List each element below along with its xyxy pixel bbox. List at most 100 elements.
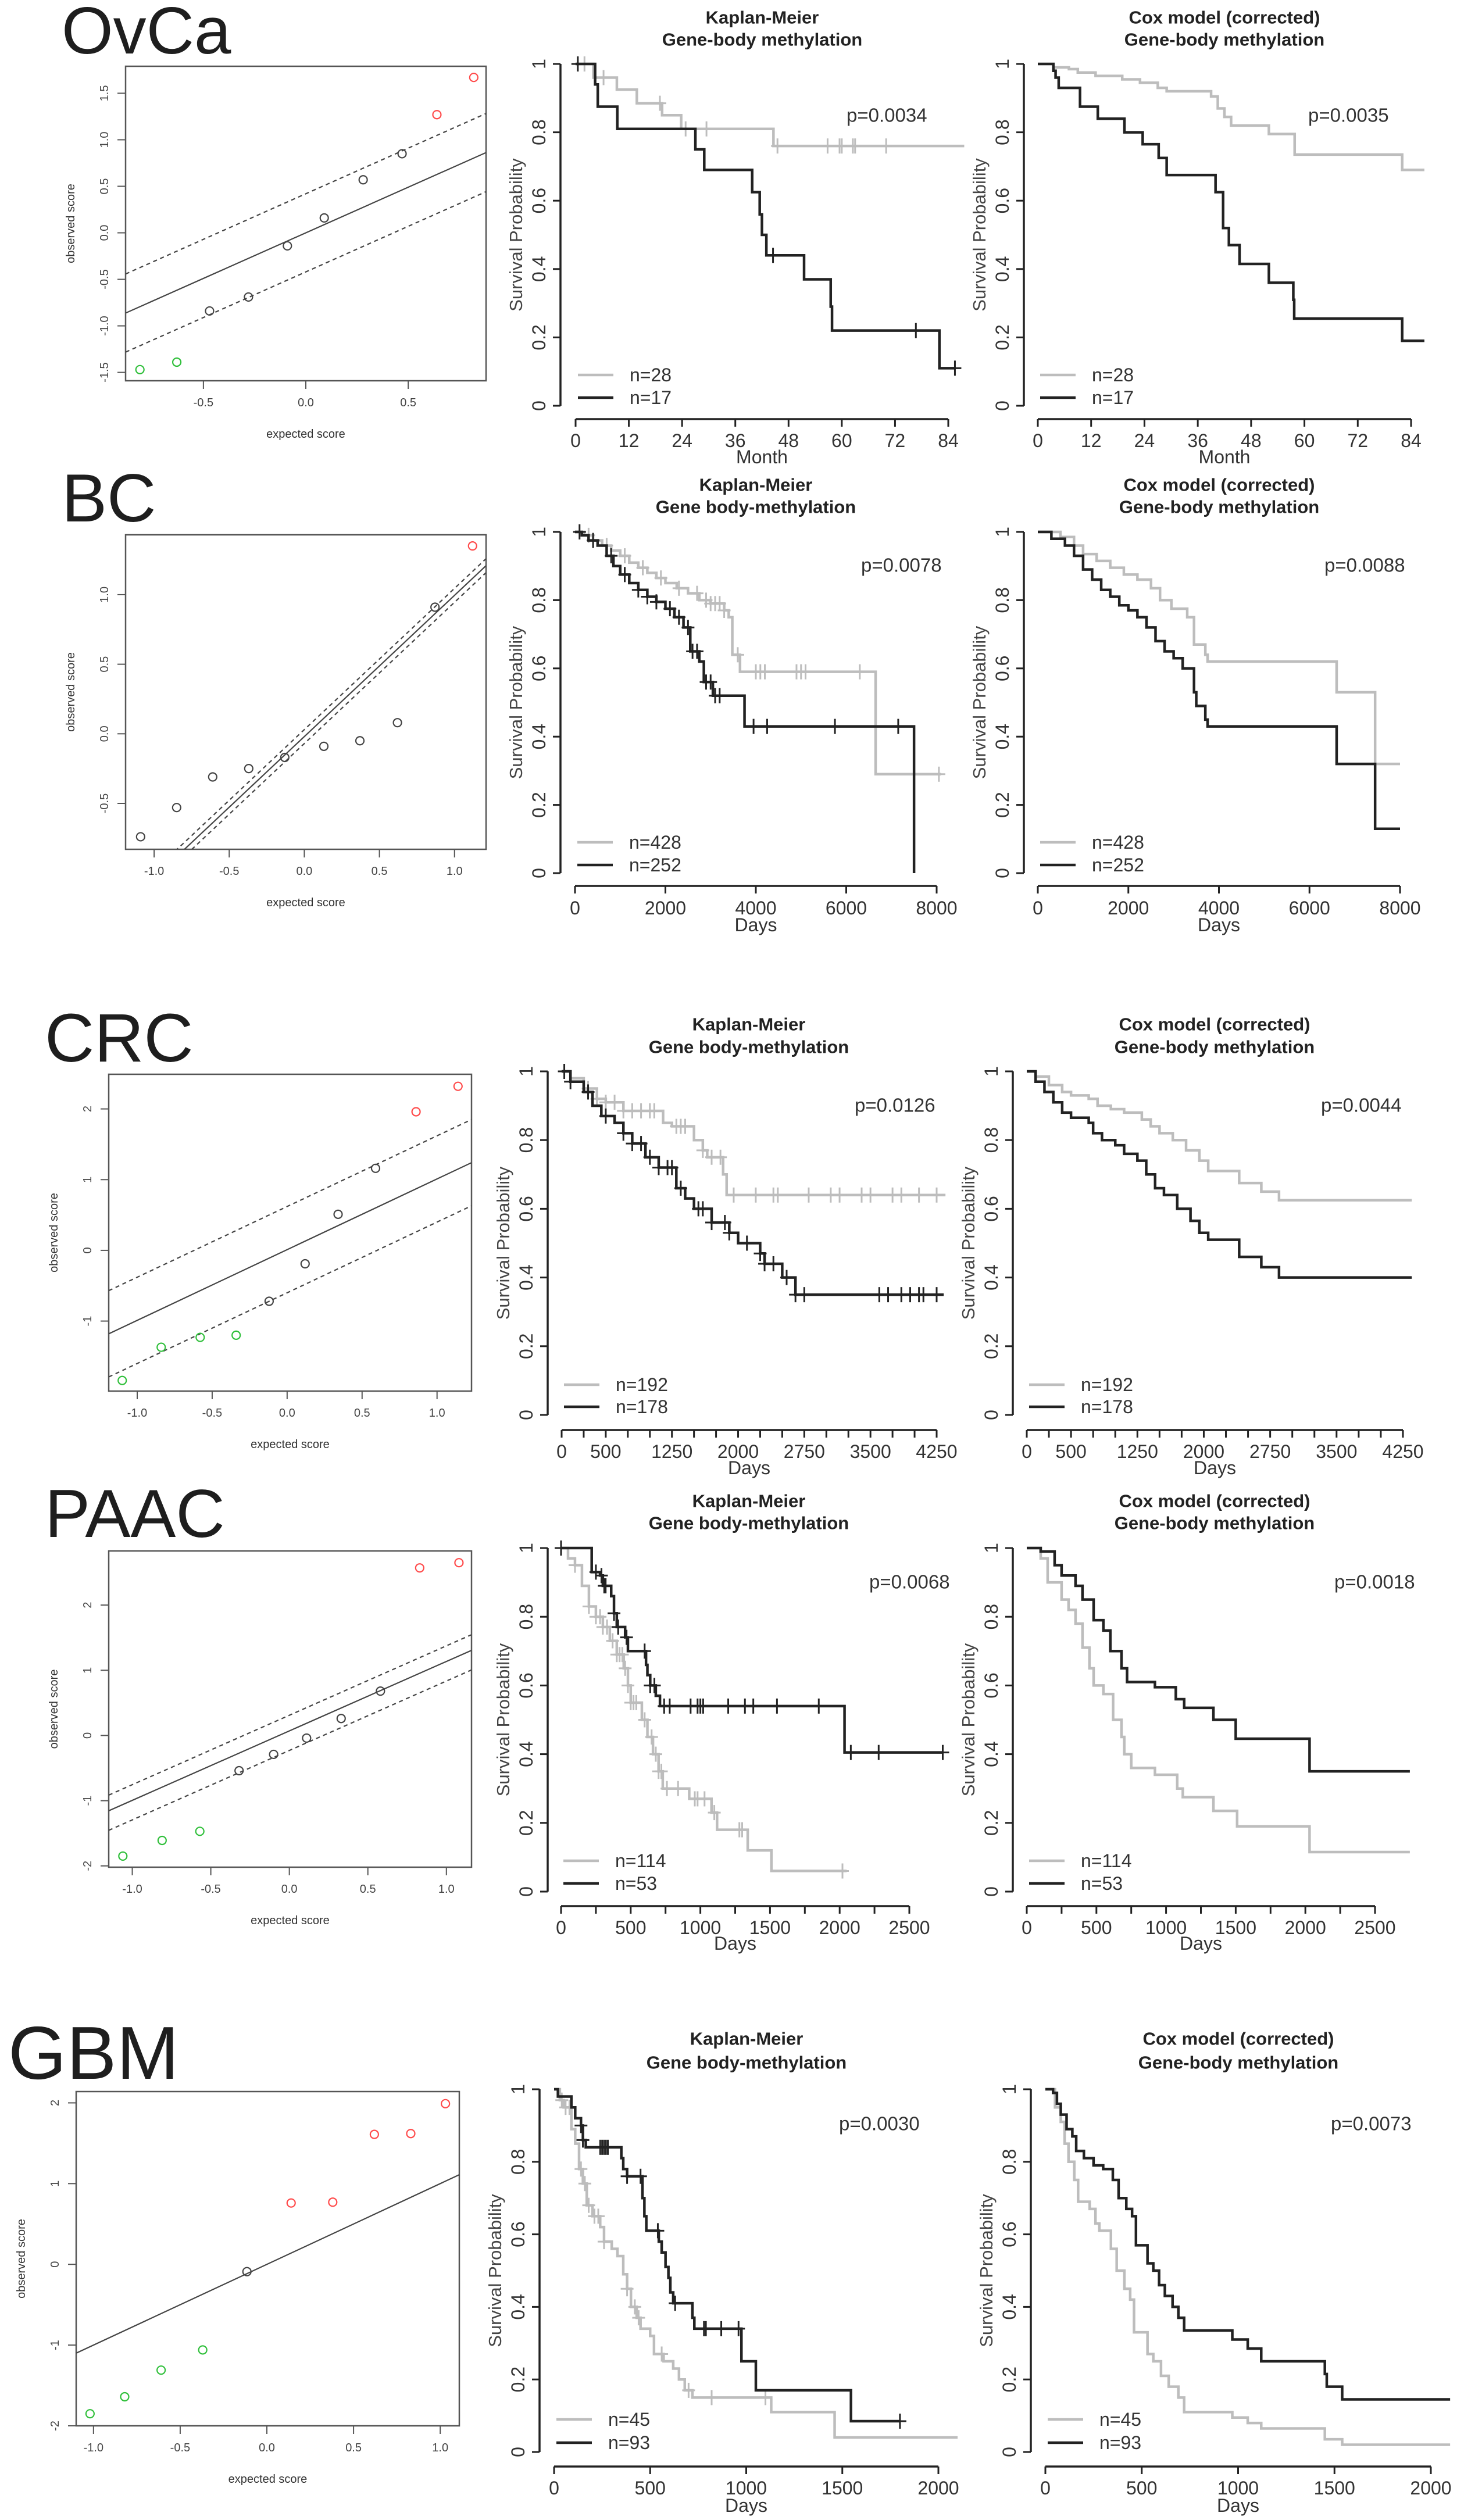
x-tick-label: 0 bbox=[1033, 898, 1043, 918]
survival-curve-black bbox=[1038, 530, 1400, 830]
x-tick-label: 2500 bbox=[888, 1917, 930, 1938]
x-tick-label: 84 bbox=[1401, 430, 1422, 451]
x-axis-label: Days bbox=[728, 1457, 770, 1478]
row-ovca: OvCa -0.5 0.0 0.5 -1.5 -1.0 -0.5 0.0 0.5 1.0 1.5 ex… bbox=[62, 0, 1424, 467]
qq-fit-line bbox=[76, 2174, 459, 2354]
x-tick-label: 1250 bbox=[651, 1441, 692, 1462]
qq-y-tick-label: 1 bbox=[81, 1667, 94, 1674]
qq-fit-line bbox=[183, 565, 486, 849]
qq-y-tick-label: 0.0 bbox=[98, 725, 111, 742]
qq-point-green bbox=[198, 2345, 208, 2355]
x-axis-label: Days bbox=[735, 914, 777, 935]
plot-title-line1: Kaplan-Meier bbox=[690, 2029, 804, 2049]
y-tick-label: 1 bbox=[528, 527, 549, 537]
qq-point-green bbox=[120, 2392, 130, 2402]
qq-y-tick-label: 0 bbox=[81, 1732, 94, 1739]
qq-x-tick-label: 0.0 bbox=[279, 1407, 295, 1420]
y-tick-label: 0.8 bbox=[999, 2149, 1020, 2175]
legend-label: n=17 bbox=[1092, 387, 1134, 408]
cox-model-plot: Cox model (corrected)Gene-body methylati… bbox=[958, 1491, 1415, 1954]
qq-y-tick-label: -1 bbox=[81, 1316, 94, 1327]
legend-label: n=428 bbox=[629, 832, 681, 853]
x-tick-label: 1500 bbox=[1215, 1917, 1256, 1938]
qq-lines bbox=[176, 558, 486, 849]
qq-y-axis-label: observed score bbox=[65, 652, 77, 732]
x-tick-label: 2000 bbox=[1183, 1441, 1224, 1462]
qq-upper-band-line bbox=[109, 1118, 472, 1292]
y-tick-label: 0 bbox=[992, 401, 1013, 411]
legend-label: n=53 bbox=[615, 1873, 657, 1894]
y-tick-label: 0.4 bbox=[981, 1741, 1002, 1767]
qq-x-tick-label: 0.5 bbox=[354, 1407, 370, 1420]
y-tick-label: 0.2 bbox=[516, 1334, 537, 1359]
legend-label: n=93 bbox=[1099, 2432, 1141, 2453]
qq-point-circle bbox=[319, 213, 329, 223]
y-tick-label: 0.8 bbox=[516, 1604, 537, 1629]
qq-point-green bbox=[156, 1342, 166, 1352]
legend-label: n=93 bbox=[608, 2432, 650, 2453]
qq-point-circle bbox=[319, 741, 329, 751]
qq-y-tick-label: -1.5 bbox=[98, 362, 111, 382]
x-tick-label: 2000 bbox=[917, 2478, 959, 2498]
x-tick-label: 12 bbox=[619, 430, 640, 451]
plot-title-line2: Gene body-methylation bbox=[647, 2053, 847, 2073]
y-tick-label: 0.8 bbox=[528, 587, 549, 613]
x-tick-label: 3500 bbox=[850, 1441, 891, 1462]
x-tick-label: 24 bbox=[672, 430, 692, 451]
survival-curve-gray bbox=[1027, 1546, 1410, 1854]
y-tick-label: 0.4 bbox=[516, 1741, 537, 1767]
qq-x-tick-label: -1.0 bbox=[127, 1407, 147, 1420]
survival-curve-black bbox=[1027, 1546, 1410, 1773]
qq-x-tick-label: -0.5 bbox=[202, 1407, 222, 1420]
x-axis-label: Days bbox=[1180, 1933, 1222, 1954]
qq-point-green bbox=[118, 1851, 128, 1861]
qq-point-circle bbox=[135, 832, 145, 842]
y-axis-label: Survival Probability bbox=[493, 1643, 513, 1796]
y-tick-label: 0.2 bbox=[528, 324, 549, 350]
legend-label: n=28 bbox=[630, 364, 672, 385]
y-tick-label: 0 bbox=[981, 1886, 1002, 1897]
qq-plot-frame bbox=[75, 2090, 460, 2427]
y-axis-label: Survival Probability bbox=[976, 2194, 997, 2347]
qq-point-circle bbox=[302, 1733, 312, 1743]
qq-point-red bbox=[469, 73, 478, 83]
survival-curve-black bbox=[1045, 2088, 1451, 2401]
qq-x-tick-label: 0.0 bbox=[281, 1883, 298, 1896]
qq-x-tick-label: 0.0 bbox=[259, 2442, 275, 2454]
qq-x-axis-label: expected score bbox=[251, 1438, 330, 1451]
qq-y-tick-label: 1 bbox=[49, 2181, 62, 2187]
x-tick-label: 8000 bbox=[916, 898, 957, 918]
qq-y-tick-label: 0.0 bbox=[98, 225, 111, 241]
survival-curve-gray bbox=[554, 2088, 958, 2439]
qq-point-green bbox=[135, 364, 145, 374]
p-value-label: p=0.0078 bbox=[861, 555, 942, 576]
legend-label: n=45 bbox=[1099, 2409, 1141, 2430]
qq-x-tick-label: 1.0 bbox=[447, 865, 463, 878]
qq-x-tick-label: 1.0 bbox=[429, 1407, 445, 1420]
qq-plot: -1.0 -0.5 0.0 0.5 1.0 -2 -1 0 1 2 expected score ob… bbox=[48, 1550, 473, 1927]
qq-point-red bbox=[454, 1558, 464, 1568]
qq-point-red bbox=[441, 2099, 451, 2108]
x-tick-label: 84 bbox=[938, 430, 959, 451]
x-tick-label: 12 bbox=[1081, 430, 1102, 451]
y-tick-label: 0.6 bbox=[992, 188, 1013, 213]
x-axis-label: Month bbox=[1199, 446, 1251, 467]
row-gbm: GBM -1.0 -0.5 0.0 0.5 1.0 -2 -1 0 1 2 expected scor… bbox=[8, 2011, 1452, 2516]
y-tick-label: 1 bbox=[981, 1543, 1002, 1553]
qq-point-circle bbox=[280, 752, 290, 763]
y-axis-label: Survival Probability bbox=[506, 158, 526, 312]
legend-label: n=192 bbox=[1081, 1374, 1133, 1395]
p-value-label: p=0.0018 bbox=[1334, 1571, 1415, 1593]
plot-title-line1: Cox model (corrected) bbox=[1129, 8, 1320, 28]
qq-y-tick-label: -1 bbox=[81, 1796, 94, 1806]
x-tick-label: 4000 bbox=[1198, 898, 1240, 918]
y-tick-label: 0.8 bbox=[992, 587, 1013, 613]
y-tick-label: 0.2 bbox=[528, 792, 549, 817]
p-value-label: p=0.0088 bbox=[1324, 555, 1405, 576]
qq-upper-band-line bbox=[109, 1634, 472, 1796]
y-tick-label: 0.6 bbox=[981, 1196, 1002, 1221]
y-tick-label: 0.6 bbox=[516, 1196, 537, 1221]
qq-point-circle bbox=[242, 2267, 252, 2276]
qq-x-axis-label: expected score bbox=[251, 1914, 330, 1927]
cancer-type-label: CRC bbox=[45, 1000, 194, 1077]
